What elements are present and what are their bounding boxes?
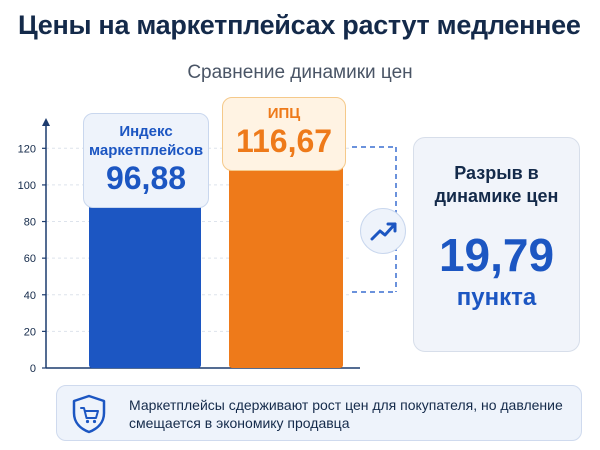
y-tick-label: 40 (24, 290, 36, 302)
marketplace-index-label: Индекс маркетплейсов (88, 123, 204, 159)
marketplace-index-value: 96,88 (105, 160, 187, 196)
shield-cart-icon (69, 393, 109, 440)
y-tick-label: 20 (24, 326, 36, 338)
y-tick-label: 80 (24, 217, 36, 229)
y-tick-label: 100 (18, 180, 36, 192)
gap-unit: пункта (456, 284, 537, 311)
marketplace-index-callout: Индекс маркетплейсов 96,88 (83, 113, 209, 208)
y-tick-label: 60 (24, 253, 36, 265)
chart-title: Цены на маркетплейсах растут медленнее (18, 10, 581, 40)
bar-marketplace-index (89, 190, 201, 368)
chart-subtitle: Сравнение динамики цен (187, 62, 413, 83)
note-box: Маркетплейсы сдерживают рост цен для пок… (56, 385, 582, 441)
bar-cpi (229, 154, 343, 368)
y-tick-label: 0 (30, 363, 36, 375)
cpi-label: ИПЦ (267, 105, 301, 122)
note-text: Маркетплейсы сдерживают рост цен для пок… (129, 397, 563, 431)
y-tick-label: 120 (18, 143, 36, 155)
gap-title: Разрыв в динамике цен (434, 163, 559, 206)
y-axis-arrow (42, 118, 50, 126)
gap-value: 19,79 (438, 229, 555, 281)
trend-up-icon (360, 208, 406, 254)
cpi-callout: ИПЦ 116,67 (222, 97, 346, 171)
cpi-value: 116,67 (235, 123, 333, 159)
gap-card: Разрыв в динамике цен 19,79 пункта (413, 137, 580, 352)
